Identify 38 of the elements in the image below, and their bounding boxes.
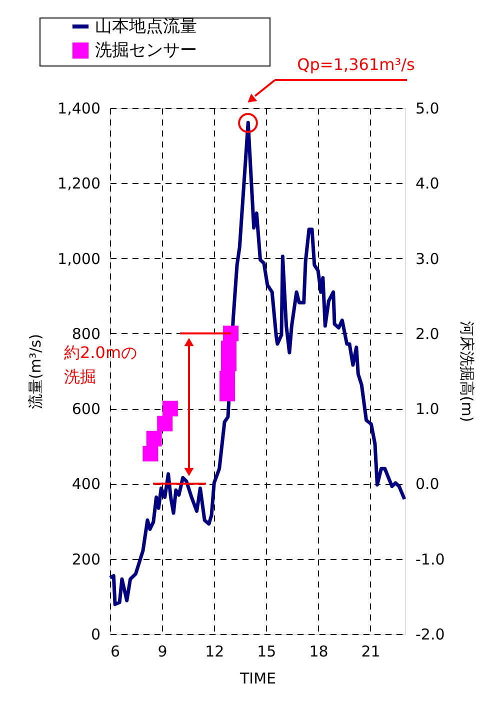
point	[220, 386, 236, 402]
y-axis-title: 流量(m³/s)	[26, 334, 45, 410]
y2-tick-label: -1.0	[416, 550, 445, 568]
y-tick-label: 1,200	[58, 174, 100, 193]
point	[223, 326, 239, 342]
point	[220, 340, 236, 356]
x-tick-label: 21	[361, 642, 380, 660]
x-tick-label: 6	[110, 642, 120, 660]
point	[157, 416, 173, 432]
x-axis-title: TIME	[238, 670, 276, 688]
annotation: 約2.0mの	[64, 343, 138, 362]
y2-tick-label: 3.0	[416, 250, 440, 268]
y2-tick-label: 0.0	[416, 475, 440, 494]
point	[162, 400, 178, 416]
legend-label: 洗掘センサー	[95, 40, 197, 60]
y2-tick-label: 1.0	[416, 400, 440, 418]
y2-axis-title: 河床洗掘高(m)	[458, 320, 476, 422]
point	[220, 356, 236, 372]
y-tick-label: 800	[72, 324, 100, 343]
text: Qp=1,361m³/s	[297, 55, 415, 74]
x-tick-label: 9	[158, 642, 168, 660]
y-tick-label: 1,400	[58, 100, 100, 118]
point	[220, 370, 236, 386]
y-tick-label: 1,000	[58, 250, 100, 268]
y2-tick-label: 2.0	[416, 324, 440, 343]
x-tick-label: 15	[257, 642, 276, 660]
x-tick-label: 12	[205, 642, 224, 660]
y-tick-label: 0	[90, 626, 100, 644]
point	[146, 430, 162, 446]
y-tick-label: 600	[72, 400, 100, 418]
y2-tick-label: 5.0	[416, 100, 440, 118]
point	[142, 446, 158, 462]
y-tick-label: 200	[72, 550, 100, 568]
y-tick-label: 400	[72, 475, 100, 494]
y2-tick-label: 4.0	[416, 174, 440, 193]
text: 洗掘	[64, 367, 96, 386]
x-tick-label: 18	[309, 642, 328, 660]
y2-tick-label: -2.0	[416, 626, 445, 644]
